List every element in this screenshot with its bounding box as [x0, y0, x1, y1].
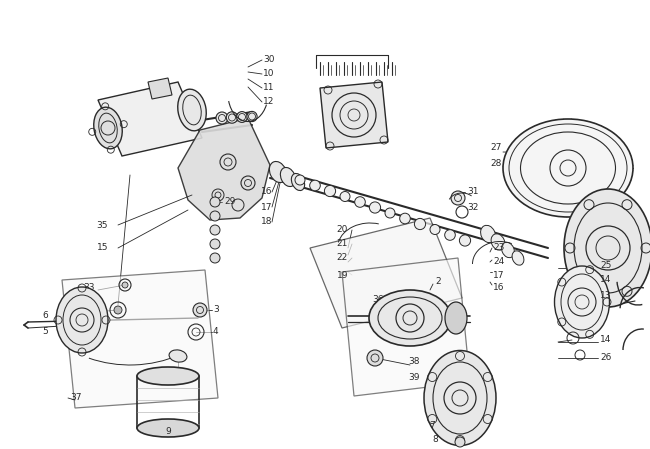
Text: 21: 21	[337, 239, 348, 248]
Ellipse shape	[169, 350, 187, 362]
Polygon shape	[62, 270, 218, 408]
Text: 16: 16	[261, 188, 272, 197]
Text: 26: 26	[600, 353, 612, 362]
Ellipse shape	[491, 234, 505, 250]
Text: 35: 35	[96, 220, 108, 229]
Text: 27: 27	[491, 144, 502, 153]
Text: 6: 6	[42, 312, 48, 321]
Text: 32: 32	[467, 202, 478, 211]
Circle shape	[385, 208, 395, 218]
Text: 22: 22	[337, 254, 348, 263]
Text: 20: 20	[337, 225, 348, 234]
Text: 17: 17	[493, 270, 504, 279]
Circle shape	[226, 112, 238, 123]
Circle shape	[295, 175, 305, 185]
Ellipse shape	[269, 162, 287, 183]
Circle shape	[193, 303, 207, 317]
Circle shape	[430, 224, 440, 234]
Ellipse shape	[424, 351, 496, 445]
Polygon shape	[320, 82, 388, 148]
Text: 1: 1	[99, 300, 105, 309]
Circle shape	[210, 225, 220, 235]
Text: 14: 14	[600, 276, 612, 285]
Circle shape	[210, 197, 220, 207]
Ellipse shape	[502, 242, 514, 258]
Circle shape	[455, 437, 465, 447]
Circle shape	[367, 350, 383, 366]
Circle shape	[415, 218, 426, 229]
Text: 12: 12	[263, 97, 274, 106]
Text: 39: 39	[408, 373, 419, 382]
Polygon shape	[178, 118, 270, 220]
Polygon shape	[342, 258, 470, 396]
Text: 36: 36	[372, 295, 383, 304]
Circle shape	[210, 253, 220, 263]
Text: 13: 13	[600, 291, 612, 299]
Ellipse shape	[512, 251, 524, 265]
Circle shape	[460, 235, 471, 246]
Ellipse shape	[56, 287, 108, 353]
Text: 19: 19	[337, 270, 348, 279]
Ellipse shape	[480, 225, 495, 242]
Text: 7: 7	[429, 421, 435, 430]
Text: 28: 28	[491, 158, 502, 167]
Ellipse shape	[137, 367, 199, 385]
Text: 9: 9	[165, 427, 171, 436]
Text: 24: 24	[493, 257, 504, 267]
Text: 17: 17	[261, 202, 272, 211]
Ellipse shape	[280, 167, 296, 186]
Circle shape	[122, 282, 128, 288]
Text: 29: 29	[224, 198, 235, 207]
Text: 8: 8	[432, 436, 438, 445]
Circle shape	[445, 230, 455, 240]
Ellipse shape	[503, 119, 633, 217]
Ellipse shape	[369, 290, 451, 346]
Text: 2: 2	[435, 277, 441, 286]
Circle shape	[355, 197, 365, 207]
Ellipse shape	[94, 107, 122, 149]
Text: 30: 30	[263, 56, 274, 65]
Circle shape	[400, 213, 410, 224]
Text: 34: 34	[81, 308, 92, 317]
Text: 3: 3	[213, 305, 219, 314]
Ellipse shape	[291, 173, 305, 190]
Circle shape	[324, 185, 335, 197]
Circle shape	[451, 191, 465, 205]
Text: 11: 11	[263, 84, 274, 92]
Circle shape	[210, 239, 220, 249]
Ellipse shape	[137, 419, 199, 437]
Text: 4: 4	[213, 327, 218, 336]
Text: 5: 5	[42, 327, 48, 336]
Polygon shape	[148, 78, 172, 99]
Polygon shape	[310, 218, 462, 328]
Text: 25: 25	[600, 260, 612, 269]
Ellipse shape	[445, 302, 467, 334]
Text: 15: 15	[96, 243, 108, 252]
Text: 30: 30	[94, 316, 105, 325]
Ellipse shape	[554, 266, 610, 338]
Text: 18: 18	[261, 217, 272, 226]
Circle shape	[247, 111, 257, 122]
Text: 23: 23	[493, 243, 504, 252]
Circle shape	[340, 192, 350, 202]
Text: 31: 31	[467, 188, 478, 197]
Ellipse shape	[564, 189, 650, 307]
Circle shape	[114, 306, 122, 314]
Text: 10: 10	[263, 70, 274, 79]
Text: 16: 16	[493, 283, 504, 292]
Ellipse shape	[177, 89, 206, 131]
Text: 33: 33	[83, 283, 95, 292]
Circle shape	[237, 112, 248, 123]
Text: 14: 14	[600, 335, 612, 344]
Polygon shape	[98, 82, 202, 156]
Circle shape	[309, 180, 320, 191]
Circle shape	[210, 211, 220, 221]
Text: 37: 37	[70, 393, 81, 402]
Text: 38: 38	[408, 357, 419, 366]
Circle shape	[216, 112, 228, 124]
Circle shape	[369, 202, 381, 213]
